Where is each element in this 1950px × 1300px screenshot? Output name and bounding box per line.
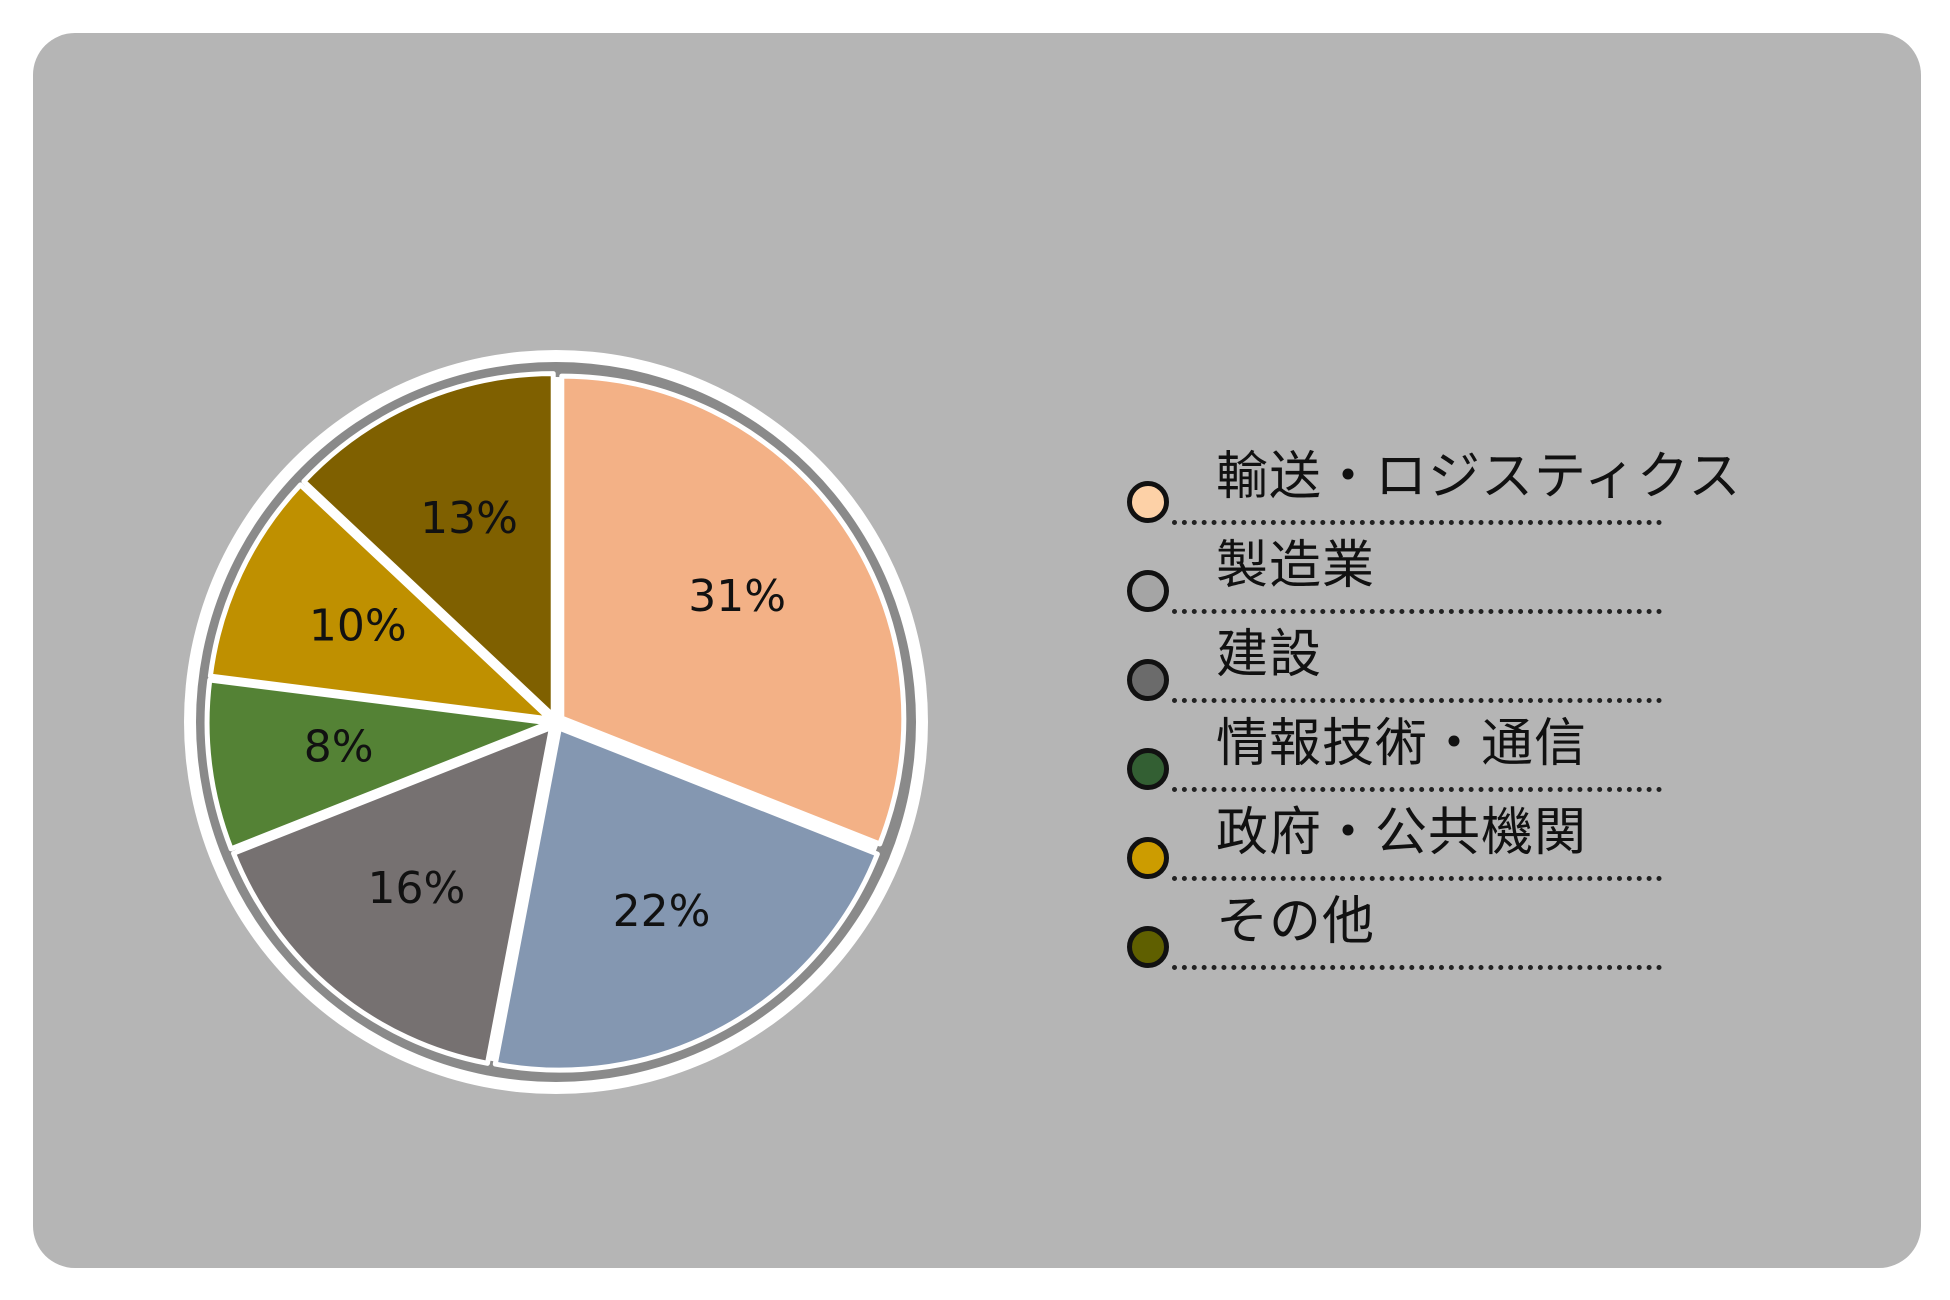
legend-label-construction: 建設: [1216, 625, 1323, 685]
pie-slice-label-1: 22%: [613, 886, 711, 937]
legend-label-transport: 輸送・ロジスティクス: [1216, 447, 1742, 507]
pie-slice-0: [559, 373, 907, 847]
pie-slice-label-0: 31%: [688, 571, 786, 622]
legend-item-government: 政府・公共機関: [1124, 801, 1684, 890]
legend-item-manufacturing: 製造業: [1124, 534, 1684, 623]
legend-label-manufacturing: 製造業: [1216, 536, 1376, 596]
legend-swatch-manufacturing: [1127, 570, 1169, 612]
legend-item-other: その他: [1124, 890, 1684, 979]
pie-slice-2: [231, 724, 555, 1066]
pie-slice-1: [492, 725, 880, 1073]
pie-slice-label-2: 16%: [367, 863, 465, 914]
legend-leader-line: [1172, 876, 1662, 881]
legend-swatch-other: [1127, 926, 1169, 968]
pie-slice-label-4: 10%: [309, 601, 407, 652]
legend-swatch-government: [1127, 837, 1169, 879]
legend-item-construction: 建設: [1124, 623, 1684, 712]
legend-swatch-construction: [1127, 659, 1169, 701]
legend-item-transport: 輸送・ロジスティクス: [1124, 445, 1740, 534]
legend-leader-line: [1172, 698, 1662, 703]
legend-label-it-telecom: 情報技術・通信: [1216, 714, 1588, 774]
pie-slice-5: [301, 371, 556, 719]
legend-label-other: その他: [1216, 892, 1376, 952]
legend-swatch-transport: [1127, 481, 1169, 523]
legend-label-government: 政府・公共機関: [1216, 803, 1588, 863]
pie-slice-label-5: 13%: [420, 493, 518, 544]
legend-leader-line: [1172, 965, 1662, 970]
legend-leader-line: [1172, 609, 1662, 614]
pie-slice-4: [207, 482, 553, 722]
pie-slice-label-3: 8%: [304, 721, 374, 772]
legend-leader-line: [1172, 787, 1662, 792]
legend-item-it-telecom: 情報技術・通信: [1124, 712, 1684, 801]
legend: 輸送・ロジスティクス 製造業 建設 情報技術・通信 政府・公共機関 その他: [1124, 445, 1740, 979]
legend-leader-line: [1172, 520, 1662, 525]
pie-slice-3: [204, 677, 552, 852]
legend-swatch-it-telecom: [1127, 748, 1169, 790]
